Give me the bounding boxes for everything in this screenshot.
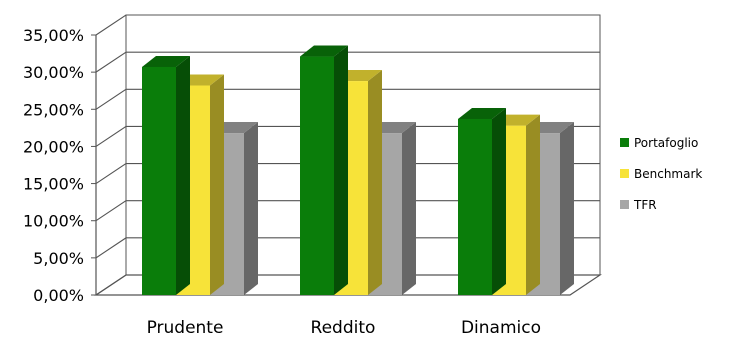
legend-label: TFR — [633, 198, 657, 212]
gridline — [95, 125, 600, 147]
y-axis-ticks: 0,00% 5,00% 10,00% 15,00% 20,00% 25,00% 30,00%… — [23, 26, 96, 305]
gridline — [95, 14, 600, 36]
bar-front — [458, 118, 492, 295]
x-category-label: Dinamico — [461, 318, 541, 338]
bar-portafoglio-reddito — [300, 45, 348, 295]
legend-swatch — [620, 169, 629, 178]
gridline — [95, 237, 600, 259]
bar-side — [176, 55, 190, 295]
y-tick-label: 15,00% — [23, 175, 84, 194]
legend-swatch — [620, 138, 629, 147]
bar-side — [210, 74, 224, 295]
y-tick-label: 25,00% — [23, 100, 84, 119]
y-tick-label: 35,00% — [23, 26, 84, 45]
bar-side — [244, 122, 258, 295]
gridline — [95, 51, 600, 73]
gridline — [95, 200, 600, 222]
bar-top — [458, 107, 506, 119]
x-axis-categories: Prudente Reddito Dinamico — [147, 318, 541, 338]
y-tick-label: 30,00% — [23, 63, 84, 82]
gridline — [95, 88, 600, 110]
bar-side — [526, 114, 540, 295]
bar-top — [142, 55, 190, 67]
bars — [142, 45, 574, 295]
legend-entry-tfr: TFR — [620, 198, 657, 212]
gridline — [95, 274, 600, 296]
bar-portafoglio-prudente — [142, 55, 190, 295]
bar-front — [142, 66, 176, 295]
y-tick-label: 10,00% — [23, 212, 84, 231]
legend-label: Benchmark — [634, 167, 702, 181]
y-tick-label: 5,00% — [33, 249, 84, 268]
y-tick-label: 0,00% — [33, 286, 84, 305]
gridline — [95, 163, 600, 185]
bar-side — [492, 107, 506, 295]
bar-side — [402, 122, 416, 295]
bar-side — [368, 70, 382, 295]
legend-label: Portafoglio — [634, 136, 698, 150]
legend: Portafoglio Benchmark TFR — [620, 136, 702, 212]
bar-portafoglio-dinamico — [458, 107, 506, 295]
x-category-label: Prudente — [147, 318, 224, 338]
y-tick-label: 20,00% — [23, 137, 84, 156]
legend-entry-portafoglio: Portafoglio — [620, 136, 698, 150]
legend-entry-benchmark: Benchmark — [620, 167, 702, 181]
x-category-label: Reddito — [311, 318, 376, 338]
legend-swatch — [620, 200, 629, 209]
bar-front — [300, 56, 334, 295]
bar-side — [560, 122, 574, 295]
bar-side — [334, 45, 348, 295]
gridlines — [95, 14, 600, 296]
bar-top — [300, 45, 348, 57]
